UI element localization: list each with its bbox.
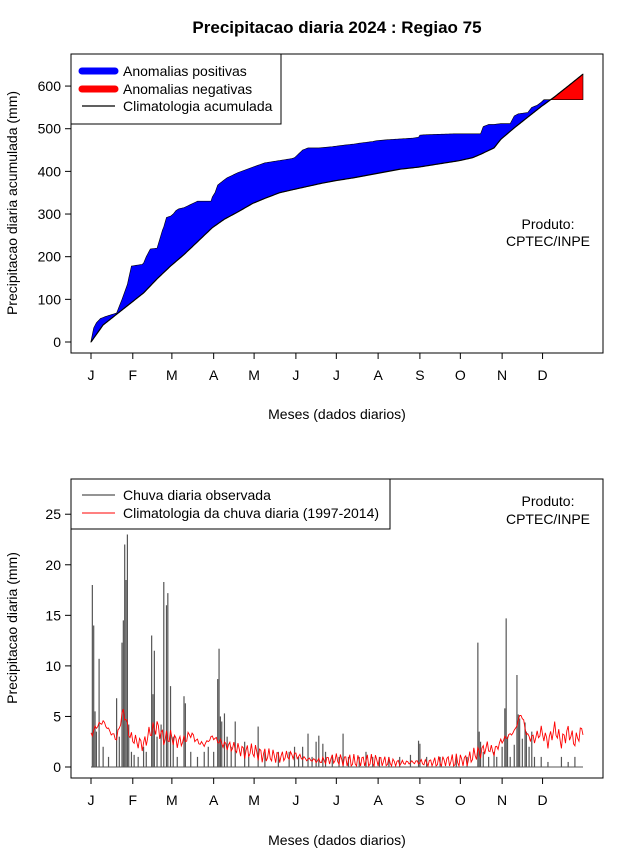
x-tick-label: O (455, 367, 466, 383)
x-tick-label: N (497, 367, 507, 383)
credit-label-top: Produto: (522, 216, 575, 232)
y-tick-label: 500 (38, 121, 62, 137)
x-tick-label: F (129, 792, 138, 808)
legend-label-observed: Chuva diaria observada (123, 487, 271, 503)
y-tick-label: 15 (45, 607, 61, 623)
x-tick-label: A (373, 792, 383, 808)
x-tick-label: O (455, 792, 466, 808)
x-tick-label: J (333, 792, 340, 808)
y-tick-label: 10 (45, 658, 61, 674)
y-tick-label: 5 (53, 708, 61, 724)
legend-label-daily-climatology: Climatologia da chuva diaria (1997-2014) (123, 505, 379, 521)
accumulated-plot-area (90, 73, 584, 343)
positive-anomaly-area (90, 99, 550, 343)
x-tick-label: J (292, 367, 299, 383)
chart-title: Precipitacao diaria 2024 : Regiao 75 (192, 18, 481, 37)
y-tick-label: 300 (38, 206, 62, 222)
legend-label-climatology: Climatologia acumulada (123, 98, 273, 114)
x-tick-label: S (415, 792, 424, 808)
daily-legend: Chuva diaria observada Climatologia da c… (70, 478, 391, 530)
climatology-accumulated-line (90, 73, 584, 343)
x-tick-label: M (248, 367, 260, 383)
accumulated-y-axis: 0 100 200 300 400 500 600 (38, 78, 71, 350)
x-tick-label: M (166, 367, 178, 383)
daily-y-axis: 0 5 10 15 20 25 (45, 506, 71, 775)
y-tick-label: 20 (45, 557, 61, 573)
accumulated-x-axis-label: Meses (dados diarios) (268, 406, 406, 422)
x-tick-label: A (209, 367, 219, 383)
y-tick-label: 400 (38, 163, 62, 179)
x-tick-label: A (373, 367, 383, 383)
x-tick-label: J (333, 367, 340, 383)
accumulated-chart: 0 100 200 300 400 500 600 J F M A M J J A S O N D Precipi… (4, 53, 604, 422)
y-tick-label: 0 (53, 334, 61, 350)
daily-legend-box (70, 478, 391, 530)
x-tick-label: N (497, 792, 507, 808)
accumulated-legend: Anomalias positivas Anomalias negativas … (70, 53, 282, 125)
credit-label-bottom: Produto: (522, 493, 575, 509)
y-tick-label: 0 (53, 759, 61, 775)
daily-y-axis-label: Precipitacao diaria (mm) (4, 552, 20, 704)
accumulated-y-axis-label: Precipitacao diaria acumulada (mm) (4, 91, 20, 315)
y-tick-label: 600 (38, 78, 62, 94)
y-tick-label: 100 (38, 291, 62, 307)
x-tick-label: J (88, 367, 95, 383)
legend-label-positive: Anomalias positivas (123, 63, 247, 79)
daily-climatology-line (90, 708, 584, 768)
x-tick-label: A (209, 792, 219, 808)
accumulated-plot-frame (70, 53, 604, 354)
x-tick-label: D (537, 367, 547, 383)
y-tick-label: 200 (38, 249, 62, 265)
daily-plot-area (90, 534, 584, 768)
x-tick-label: M (248, 792, 260, 808)
y-tick-label: 25 (45, 506, 61, 522)
x-tick-label: F (129, 367, 138, 383)
daily-chart: 0 5 10 15 20 25 J F M A M J J A S O N D Precipitacao dia… (4, 478, 604, 848)
credit-source-top: CPTEC/INPE (506, 233, 590, 249)
daily-x-axis-label: Meses (dados diarios) (268, 832, 406, 848)
x-tick-label: J (292, 792, 299, 808)
x-tick-label: S (415, 367, 424, 383)
x-tick-label: D (537, 792, 547, 808)
credit-source-bottom: CPTEC/INPE (506, 511, 590, 527)
legend-label-negative: Anomalias negativas (123, 81, 252, 97)
x-tick-label: M (166, 792, 178, 808)
x-tick-label: J (88, 792, 95, 808)
